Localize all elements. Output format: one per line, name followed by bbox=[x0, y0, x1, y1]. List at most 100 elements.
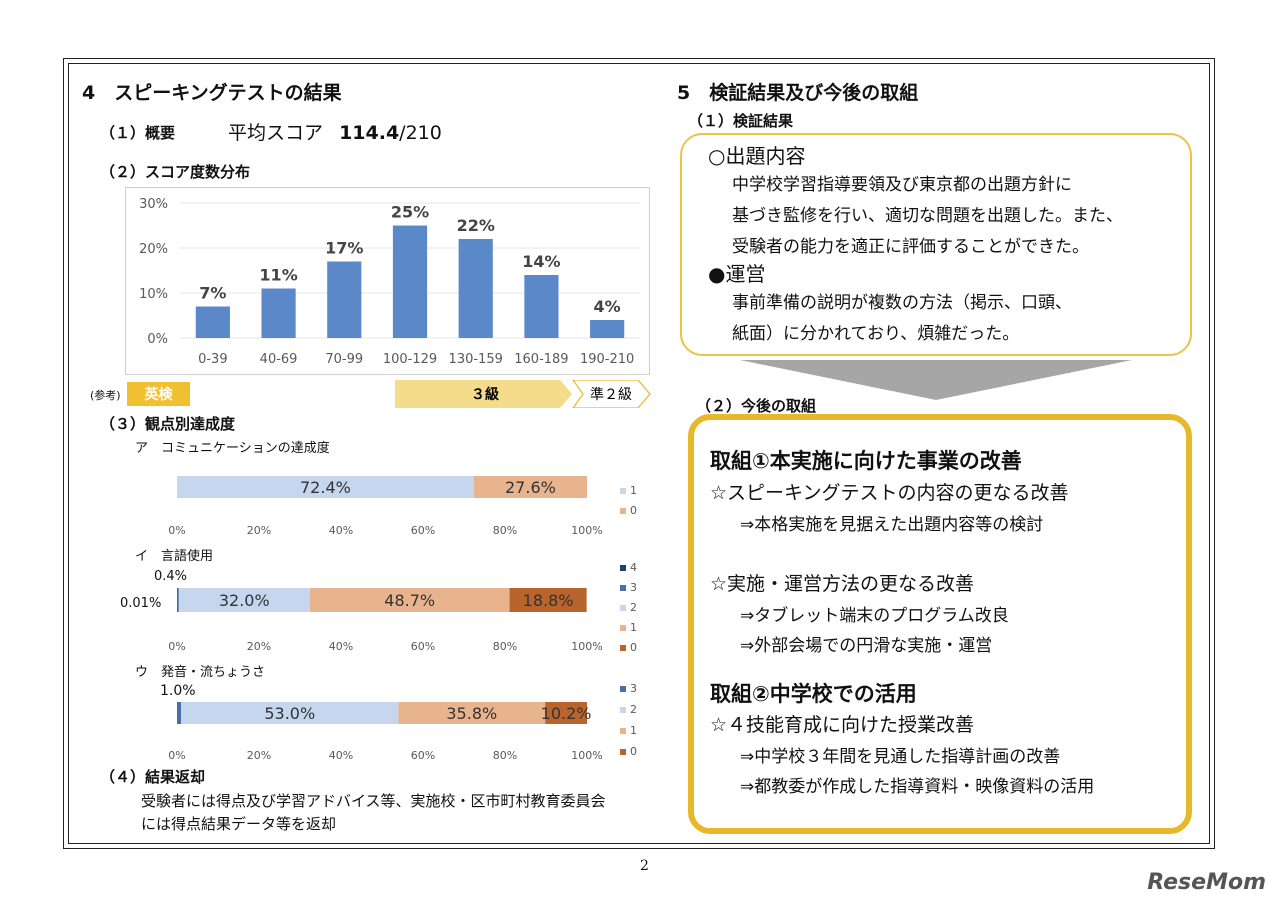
y-tick-label: 20% bbox=[139, 242, 168, 257]
bar-value-label: 14% bbox=[522, 252, 560, 271]
results-box bbox=[680, 133, 1192, 356]
histogram-bar bbox=[195, 306, 230, 338]
item1-line-3: 受験者の能力を適正に評価することができた。 bbox=[732, 237, 1089, 257]
legend-label: 2 bbox=[630, 703, 637, 716]
x-tick-label: 20% bbox=[247, 640, 271, 653]
x-tick-label: 190-210 bbox=[580, 352, 634, 367]
x-tick-label: 0-39 bbox=[198, 352, 228, 367]
inner-frame bbox=[68, 63, 1210, 844]
pre2-label: 準２級 bbox=[590, 387, 632, 403]
note-b-left: 0.01% bbox=[120, 596, 162, 611]
x-tick-label: 40% bbox=[329, 524, 353, 537]
legend-swatch bbox=[620, 728, 626, 734]
score-distribution-chart: 0% 10% 20% 30% 7% 0-39 11% 40-69 17% 70-99 25% 100-… bbox=[139, 197, 640, 367]
legend-swatch bbox=[620, 605, 626, 611]
down-arrow bbox=[740, 360, 1132, 400]
distribution-title: （２）スコア度数分布 bbox=[100, 163, 251, 181]
bar-value-label: 25% bbox=[391, 203, 429, 222]
stacked-segment bbox=[545, 702, 587, 724]
initiative-2a-2: ⇒都教委が作成した指導資料・映像資料の活用 bbox=[740, 777, 1095, 797]
initiative-1a-1: ⇒本格実施を見据えた出題内容等の検討 bbox=[740, 515, 1044, 535]
legend-swatch bbox=[620, 585, 626, 591]
score-max: /210 bbox=[399, 122, 442, 144]
language-use-stacked-bar: 32.0% 48.7% 18.8% 0% 20% 40% 60% 80% 100% 4 3 2 1 0 bbox=[168, 561, 637, 654]
x-tick-label: 100% bbox=[571, 749, 602, 762]
segment-label: 53.0% bbox=[264, 704, 315, 723]
reference-label: (参考) bbox=[90, 389, 121, 402]
legend-swatch bbox=[620, 645, 626, 651]
histogram-bar bbox=[590, 320, 625, 338]
x-tick-label: 100% bbox=[571, 640, 602, 653]
score-value: 114.4 bbox=[339, 122, 400, 144]
x-tick-label: 80% bbox=[493, 749, 517, 762]
pre2-arrow bbox=[572, 380, 651, 408]
x-tick-label: 60% bbox=[411, 524, 435, 537]
grade3-arrow bbox=[395, 380, 572, 408]
arrow-shape bbox=[740, 360, 1132, 400]
note-c-top: 1.0% bbox=[160, 683, 196, 699]
x-tick-label: 0% bbox=[168, 524, 185, 537]
return-line-2: には得点結果データ等を返却 bbox=[141, 815, 337, 833]
item2-head: ●運営 bbox=[708, 262, 766, 286]
x-tick-label: 20% bbox=[247, 749, 271, 762]
item1-line-1: 中学校学習指導要領及び東京都の出題方針に bbox=[732, 175, 1072, 195]
initiative-2a-1: ⇒中学校３年間を見通した指導計画の改善 bbox=[740, 747, 1061, 767]
histogram-bar bbox=[392, 225, 428, 338]
item2-text: 事前準備の説明が複数の方法（掲示、口頭、 紙面）に分かれており、煩雑だった。 bbox=[732, 288, 1072, 350]
bar-value-label: 11% bbox=[259, 266, 297, 285]
segment-label: 35.8% bbox=[446, 704, 497, 723]
legend-swatch bbox=[620, 625, 626, 631]
initiative-1b: ☆実施・運営方法の更なる改善 bbox=[710, 573, 975, 595]
segment-label: 72.4% bbox=[300, 478, 351, 497]
legend-label: 0 bbox=[630, 745, 637, 758]
note-b-top: 0.4% bbox=[154, 569, 188, 584]
future-title: （２）今後の取組 bbox=[696, 397, 817, 415]
stacked-segment bbox=[181, 702, 399, 724]
legend-swatch bbox=[620, 565, 626, 571]
return-text: 受験者には得点及び学習アドバイス等、実施校・区市町村教育委員会 には得点結果デー… bbox=[141, 790, 606, 836]
segment-label: 27.6% bbox=[505, 478, 556, 497]
segment-label: 48.7% bbox=[384, 591, 435, 610]
x-tick-label: 80% bbox=[493, 640, 517, 653]
segment-label: 18.8% bbox=[523, 591, 574, 610]
stacked-segment bbox=[309, 588, 510, 612]
legend-label: 3 bbox=[630, 581, 637, 594]
item2-line-1: 事前準備の説明が複数の方法（掲示、口頭、 bbox=[732, 293, 1072, 313]
stacked-segment bbox=[509, 588, 587, 612]
stacked-segment bbox=[177, 702, 182, 724]
stacked-segment bbox=[177, 476, 474, 498]
histogram-bar bbox=[261, 288, 296, 338]
legend-swatch bbox=[620, 707, 626, 713]
eiken-chip: 英検 bbox=[127, 382, 190, 406]
future-box bbox=[688, 414, 1192, 834]
y-tick-label: 30% bbox=[139, 197, 168, 212]
return-line-1: 受験者には得点及び学習アドバイス等、実施校・区市町村教育委員会 bbox=[141, 792, 606, 810]
legend-label: 0 bbox=[630, 641, 637, 654]
initiative-1-title: 取組①本実施に向けた事業の改善 bbox=[710, 449, 1022, 473]
legend-label: 1 bbox=[630, 724, 637, 737]
legend-swatch bbox=[620, 488, 626, 494]
initiative-1b-2: ⇒外部会場での円滑な実施・運営 bbox=[740, 636, 993, 656]
return-title: （４）結果返却 bbox=[100, 768, 206, 786]
x-tick-label: 70-99 bbox=[325, 352, 363, 367]
y-tick-label: 10% bbox=[139, 287, 168, 302]
initiative-2a: ☆４技能育成に向けた授業改善 bbox=[710, 714, 975, 736]
legend-label: 2 bbox=[630, 601, 637, 614]
sub-c-label: ウ 発音・流ちょうさ bbox=[135, 665, 266, 680]
bar-value-label: 22% bbox=[457, 216, 495, 235]
histogram-bar bbox=[327, 261, 362, 338]
results-title: （１）検証結果 bbox=[688, 112, 794, 130]
x-tick-label: 20% bbox=[247, 524, 271, 537]
pronunciation-stacked-bar: 53.0% 35.8% 10.2% 0% 20% 40% 60% 80% 100% 3 2 1 0 bbox=[168, 682, 637, 762]
x-tick-label: 60% bbox=[411, 749, 435, 762]
legend-label: 0 bbox=[630, 504, 637, 517]
legend-label: 4 bbox=[630, 561, 637, 574]
initiative-2-title: 取組②中学校での活用 bbox=[710, 682, 917, 706]
histogram-bar bbox=[458, 239, 493, 338]
histogram-frame bbox=[125, 187, 650, 375]
bar-value-label: 4% bbox=[594, 297, 621, 316]
overview-label: （１）概要 bbox=[100, 124, 176, 142]
legend-swatch bbox=[620, 749, 626, 755]
score-label: 平均スコア bbox=[228, 122, 324, 144]
bar-value-label: 7% bbox=[199, 284, 226, 303]
